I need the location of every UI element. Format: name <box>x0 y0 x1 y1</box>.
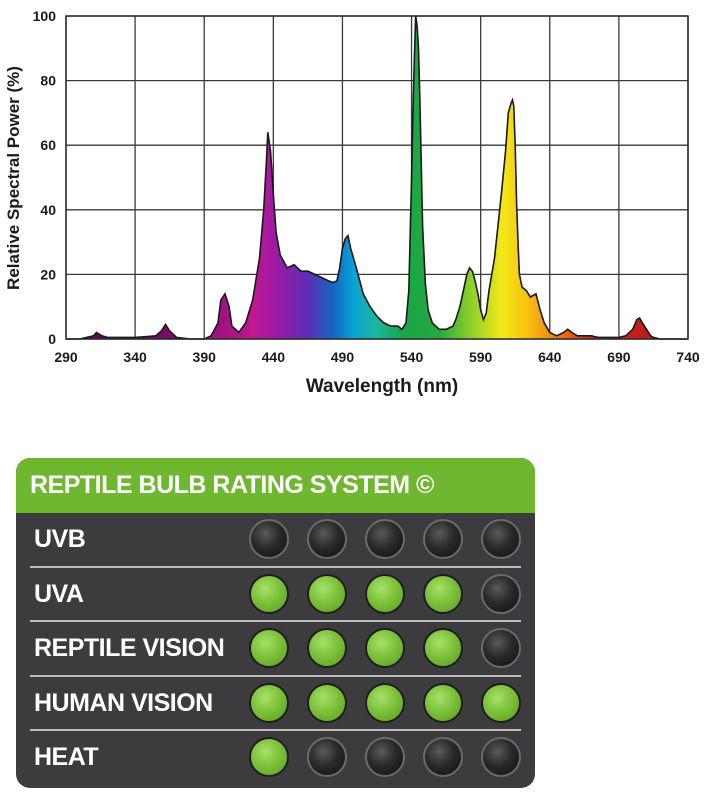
rating-dot-on <box>307 682 347 723</box>
rating-dot-off <box>423 519 463 559</box>
rating-dot-on <box>307 573 347 614</box>
x-tick-label: 390 <box>193 349 217 365</box>
rating-dot-on <box>249 682 289 723</box>
rating-dot-on <box>307 628 347 668</box>
rating-dot-on <box>249 573 289 614</box>
rating-dot-off <box>481 628 521 668</box>
row-divider <box>30 729 521 731</box>
rating-dot-off <box>249 519 289 559</box>
rating-dot-off <box>481 519 521 559</box>
rating-row-uvb: UVB <box>16 513 535 568</box>
x-axis-label: Wavelength (nm) <box>306 376 458 397</box>
rating-row-heat: HEAT <box>16 731 535 783</box>
rating-dot-on <box>423 628 463 668</box>
y-tick-label: 100 <box>33 8 57 24</box>
plot-frame <box>65 15 689 340</box>
y-tick-label: 0 <box>48 331 56 347</box>
y-tick-label: 60 <box>40 137 56 153</box>
spectrum-chart: 290 340 390 440 490 540 590 640 690 740 0 20 40 60 80… <box>4 8 700 397</box>
rating-dot-on <box>249 737 289 777</box>
rating-row-label: UVA <box>34 579 84 608</box>
rating-dot-off <box>481 573 521 614</box>
rating-dot-off <box>307 737 347 777</box>
rating-dot-on <box>365 628 405 668</box>
rating-dot-on <box>365 573 405 614</box>
x-tick-label: 690 <box>607 349 631 365</box>
rating-dot-on <box>423 573 463 614</box>
rating-header: REPTILE BULB RATING SYSTEM © <box>16 458 535 513</box>
x-tick-label: 290 <box>54 349 78 365</box>
rating-dot-off <box>307 519 347 559</box>
rating-panel: REPTILE BULB RATING SYSTEM © UVB UVA REPTI… <box>16 458 535 788</box>
row-divider <box>30 674 521 677</box>
plot-background <box>66 16 688 339</box>
rating-dot-off <box>481 737 521 777</box>
rating-row-label: REPTILE VISION <box>34 634 225 662</box>
rating-title: REPTILE BULB RATING SYSTEM © <box>30 471 434 499</box>
rating-row-label: HUMAN VISION <box>34 688 213 717</box>
x-tick-label: 340 <box>123 349 147 365</box>
row-divider <box>30 565 521 568</box>
y-tick-label: 20 <box>40 266 56 282</box>
x-tick-label: 640 <box>538 349 562 365</box>
rating-dot-on <box>481 682 521 723</box>
x-tick-label: 740 <box>676 349 700 365</box>
x-tick-label: 440 <box>262 349 286 365</box>
rating-row-human-vision: HUMAN VISION <box>16 677 535 731</box>
y-tick-labels: 0 20 40 60 80 100 <box>33 8 57 347</box>
x-tick-labels: 290 340 390 440 490 540 590 640 690 740 <box>54 349 700 365</box>
rating-dot-on <box>249 628 289 668</box>
x-tick-label: 590 <box>469 349 493 365</box>
rating-dot-on <box>423 682 463 723</box>
rating-dot-off <box>365 519 405 559</box>
rating-row-reptile-vision: REPTILE VISION <box>16 622 535 677</box>
rating-row-label: UVB <box>34 525 86 553</box>
x-tick-label: 540 <box>400 349 424 365</box>
rating-dot-on <box>365 682 405 723</box>
spectrum-line <box>66 15 688 340</box>
y-axis-label: Relative Spectral Power (%) <box>4 66 23 290</box>
y-tick-label: 80 <box>40 73 56 89</box>
rating-row-label: HEAT <box>34 743 99 771</box>
rating-row-uva: UVA <box>16 568 535 622</box>
x-tick-label: 490 <box>331 349 355 365</box>
rating-dot-off <box>365 737 405 777</box>
rating-dot-off <box>423 737 463 777</box>
y-tick-label: 40 <box>40 202 56 218</box>
row-divider <box>30 620 521 622</box>
